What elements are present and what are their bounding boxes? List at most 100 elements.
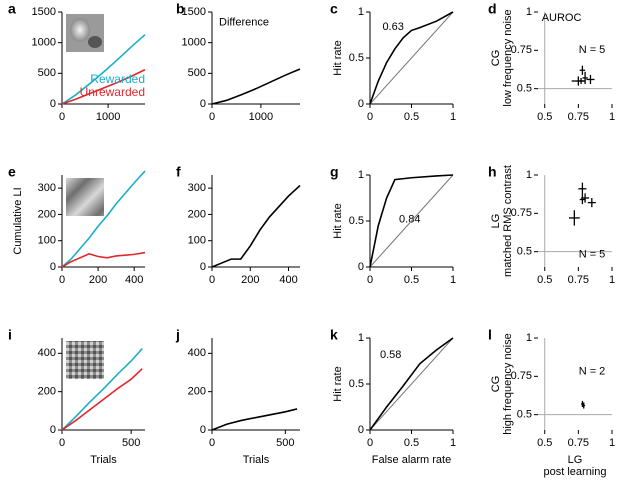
stimulus-image: [66, 341, 104, 379]
x-tick-label: 1: [450, 437, 456, 449]
y-axis-label: Hit rate: [332, 366, 344, 401]
y-tick-label: 1000: [182, 37, 206, 49]
x-tick-label: 0: [367, 111, 373, 123]
panel-letter: i: [8, 327, 12, 343]
panel: j 0 200 400 0 500 Trials: [175, 327, 300, 466]
x-tick-label: 0.5: [404, 111, 419, 123]
x-tick-label: 0.75: [568, 437, 589, 449]
x-tick-label: 0.75: [568, 274, 589, 286]
x-tick-label: 400: [125, 274, 143, 286]
y-tick-label: 0.75: [511, 370, 532, 382]
y-tick-label: 0: [200, 261, 206, 273]
y-tick-label: 0: [358, 98, 364, 110]
x-tick-label: 1000: [96, 111, 120, 123]
annotation: Difference: [219, 17, 269, 29]
x-tick-label: 1: [609, 111, 615, 123]
panel: e 0 100 200 300 0 200 400 Cumulative LI: [8, 164, 146, 286]
panel-letter: g: [330, 164, 339, 180]
x-tick-label: 0: [209, 111, 215, 123]
x-tick-label: 1: [450, 274, 456, 286]
y-tick-label: 0.5: [517, 246, 532, 258]
panel: i 0 200 400 0 500 Trials: [8, 327, 145, 466]
y-tick-label: 1000: [32, 37, 56, 49]
panel-letter: h: [488, 164, 497, 180]
y-tick-label: 1500: [182, 6, 206, 18]
y-axis-label: CG: [490, 50, 502, 67]
x-tick-label: 0.5: [537, 437, 552, 449]
x-tick-label: 0: [367, 274, 373, 286]
y-tick-label: 0: [358, 261, 364, 273]
x-tick-label: 0: [209, 274, 215, 286]
chance-diagonal: [369, 174, 454, 268]
data-line: [61, 34, 146, 105]
x-tick-label: 1: [609, 437, 615, 449]
y-tick-label: 0.5: [349, 52, 364, 64]
x-tick-label: 0: [367, 437, 373, 449]
panel-letter: l: [488, 327, 492, 343]
panel-letter: a: [8, 1, 16, 17]
x-tick-label: 0: [209, 437, 215, 449]
x-axis-label: post learning: [544, 466, 607, 478]
y-tick-label: 0.75: [511, 207, 532, 219]
panel: f 0 100 200 300 0 200 400: [176, 164, 301, 286]
y-tick-label: 500: [188, 67, 206, 79]
panel: c 0 0.5 1 0 0.5 1 Hit rate 0.63: [330, 1, 456, 123]
y-tick-label: 300: [188, 182, 206, 194]
y-tick-label: 400: [188, 347, 206, 359]
annotation: 0.58: [380, 349, 401, 361]
x-axis-label: Trials: [243, 454, 270, 466]
stimulus-image: [88, 36, 102, 48]
x-axis-label: LG: [568, 454, 583, 466]
data-line: [61, 68, 146, 105]
y-tick-label: 500: [38, 67, 56, 79]
y-axis-label: low frequency noise: [502, 9, 514, 106]
x-tick-label: 0.75: [568, 111, 589, 123]
x-tick-label: 200: [241, 274, 259, 286]
x-tick-label: 0: [59, 437, 65, 449]
x-tick-label: 1000: [249, 111, 273, 123]
y-tick-label: 0.5: [349, 378, 364, 390]
annotation: 0.63: [382, 21, 403, 33]
panel-letter: c: [330, 1, 338, 17]
y-tick-label: 0: [358, 424, 364, 436]
y-tick-label: 0.5: [517, 409, 532, 421]
x-tick-label: 0.5: [537, 274, 552, 286]
y-tick-label: 100: [38, 235, 56, 247]
data-line: [369, 11, 454, 105]
y-tick-label: 0: [200, 424, 206, 436]
y-tick-label: 0: [50, 98, 56, 110]
y-tick-label: 1: [358, 6, 364, 18]
y-tick-label: 1500: [32, 6, 56, 18]
panel: l 0.5 0.75 1 0.5 0.75 1 CG high frequency noise L…: [488, 327, 615, 478]
x-tick-label: 1: [609, 274, 615, 286]
y-tick-label: 0: [50, 424, 56, 436]
data-line: [211, 408, 298, 431]
x-tick-label: 200: [89, 274, 107, 286]
panel-letter: d: [488, 1, 497, 17]
panel: k 0 0.5 1 0 0.5 1 Hit rate False alarm rate 0.58: [330, 327, 456, 466]
y-tick-label: 1: [358, 169, 364, 181]
y-axis-label: CG: [490, 376, 502, 393]
y-tick-label: 0.5: [517, 83, 532, 95]
panel: b 0 500 1000 1500 0 1000 Difference: [176, 1, 301, 123]
data-line: [369, 174, 454, 268]
data-line: [61, 170, 146, 268]
x-tick-label: 500: [276, 437, 294, 449]
y-tick-label: 300: [38, 182, 56, 194]
data-line: [61, 368, 143, 431]
y-axis-label: high frequency noise: [502, 333, 514, 435]
y-tick-label: 100: [188, 235, 206, 247]
y-tick-label: 0: [200, 98, 206, 110]
x-tick-label: 0.5: [404, 437, 419, 449]
y-tick-label: 0.75: [511, 44, 532, 56]
x-axis-label: Trials: [90, 454, 117, 466]
y-axis-label: matched RMS contrast: [502, 165, 514, 277]
panel-letter: j: [175, 327, 180, 343]
y-tick-label: 0: [50, 261, 56, 273]
panel: h 0.5 0.75 1 0.5 0.75 1 LG matched RMS contrast N…: [488, 164, 615, 286]
panel-letter: f: [176, 164, 181, 180]
y-tick-label: 400: [38, 347, 56, 359]
